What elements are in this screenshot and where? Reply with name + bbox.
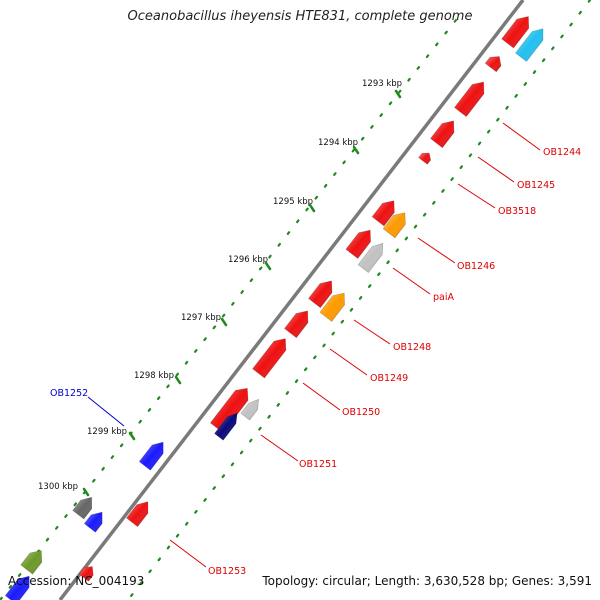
gene-leader-line bbox=[417, 237, 456, 264]
gene-arrow[interactable] bbox=[20, 550, 43, 575]
gene-leader-line bbox=[87, 396, 125, 427]
gene-arrow[interactable] bbox=[4, 575, 30, 600]
gene-label[interactable]: OB3518 bbox=[498, 206, 536, 217]
gene-leader-line bbox=[329, 348, 368, 376]
gene-arrow[interactable] bbox=[319, 292, 345, 322]
gene-leader-line bbox=[169, 539, 207, 568]
gene-arrow-shade bbox=[210, 388, 249, 433]
gene-arrow[interactable] bbox=[418, 152, 432, 165]
gene-arrow[interactable] bbox=[454, 81, 485, 118]
gene-label[interactable]: OB1245 bbox=[517, 180, 555, 191]
accession-text: Accession: NC_004193 bbox=[8, 574, 145, 588]
gene-arrow[interactable] bbox=[484, 56, 502, 73]
gene-arrow[interactable] bbox=[284, 310, 309, 339]
gene-arrow-shade bbox=[126, 501, 148, 527]
gene-label[interactable]: OB1248 bbox=[393, 342, 431, 353]
gene-label[interactable]: OB1246 bbox=[457, 261, 495, 272]
gene-arrow-shade bbox=[139, 442, 164, 471]
gene-arrow-shade bbox=[454, 82, 484, 117]
gene-arrow[interactable] bbox=[83, 511, 103, 533]
genome-summary-text: Topology: circular; Length: 3,630,528 bp… bbox=[262, 574, 592, 588]
gene-arrow-shade bbox=[214, 413, 238, 441]
gene-arrow-shade bbox=[515, 28, 543, 62]
kbp-label: 1295 kbp bbox=[273, 197, 313, 207]
genome-backbone bbox=[58, 0, 525, 600]
kbp-label: 1293 kbp bbox=[362, 79, 402, 89]
gene-label[interactable]: OB1252 bbox=[50, 388, 88, 399]
gene-arrow-shade bbox=[5, 576, 30, 600]
gene-leader-line bbox=[477, 156, 515, 183]
gene-arrow-shade bbox=[252, 338, 286, 378]
gene-arrow[interactable] bbox=[78, 566, 94, 582]
gene-label[interactable]: OB1253 bbox=[208, 566, 246, 577]
kbp-label: 1296 kbp bbox=[228, 255, 268, 265]
kbp-label: 1300 kbp bbox=[38, 482, 78, 492]
gene-leader-line bbox=[353, 319, 391, 345]
gene-arrow-shade bbox=[79, 566, 94, 582]
map-title: Oceanobacillus iheyensis HTE831, complet… bbox=[127, 9, 473, 24]
gene-arrow-shade bbox=[501, 16, 529, 48]
gene-arrow[interactable] bbox=[501, 16, 530, 49]
kbp-label: 1299 kbp bbox=[87, 427, 127, 437]
gene-arrow[interactable] bbox=[308, 280, 333, 309]
gene-leader-line bbox=[457, 183, 496, 209]
gene-leader-line bbox=[260, 434, 299, 462]
gene-arrow-shade bbox=[284, 310, 308, 338]
gene-arrow[interactable] bbox=[126, 501, 149, 528]
gene-leader-line bbox=[502, 122, 541, 151]
outer-tick-track bbox=[0, 18, 458, 600]
gene-label[interactable]: OB1244 bbox=[543, 147, 581, 158]
gene-arrow-shade bbox=[485, 56, 501, 72]
gene-arrow-shade bbox=[319, 293, 345, 322]
kbp-label: 1297 kbp bbox=[181, 313, 221, 323]
gene-arrow[interactable] bbox=[515, 28, 544, 62]
gene-arrow-shade bbox=[72, 497, 92, 519]
gene-arrow-shade bbox=[358, 243, 383, 273]
kbp-tick bbox=[128, 431, 136, 441]
gene-leader-line bbox=[392, 267, 431, 295]
kbp-tick bbox=[308, 203, 316, 213]
kbp-tick bbox=[174, 375, 182, 385]
kbp-tick bbox=[82, 487, 90, 497]
gene-arrow-shade bbox=[372, 200, 395, 226]
gene-arrow-shade bbox=[418, 153, 431, 165]
gene-arrow[interactable] bbox=[357, 242, 384, 274]
gene-label[interactable]: OB1251 bbox=[299, 459, 337, 470]
gene-arrow[interactable] bbox=[214, 412, 238, 441]
gene-label[interactable]: OB1250 bbox=[342, 407, 380, 418]
gene-arrow-shade bbox=[240, 399, 259, 421]
gene-arrow-shade bbox=[84, 512, 103, 533]
gene-arrow-shade bbox=[308, 280, 332, 308]
gene-arrow[interactable] bbox=[371, 200, 395, 227]
kbp-tick bbox=[220, 317, 228, 327]
gene-arrow[interactable] bbox=[138, 441, 164, 471]
inner-tick-track bbox=[126, 0, 592, 600]
gene-arrow[interactable] bbox=[72, 496, 93, 520]
gene-label[interactable]: OB1249 bbox=[370, 373, 408, 384]
gene-arrow-shade bbox=[430, 120, 454, 148]
gene-label[interactable]: paiA bbox=[433, 292, 454, 303]
kbp-label: 1298 kbp bbox=[134, 371, 174, 381]
kbp-tick bbox=[264, 261, 272, 271]
gene-arrow[interactable] bbox=[382, 212, 406, 239]
gene-arrow[interactable] bbox=[240, 398, 260, 421]
gene-arrow[interactable] bbox=[430, 120, 455, 149]
kbp-label: 1294 kbp bbox=[318, 138, 358, 148]
kbp-tick bbox=[352, 145, 360, 155]
gene-arrow-shade bbox=[345, 230, 371, 259]
gene-arrow[interactable] bbox=[345, 229, 371, 259]
gene-arrow-shade bbox=[383, 212, 406, 238]
gene-arrow[interactable] bbox=[252, 338, 287, 379]
kbp-tick bbox=[394, 89, 402, 99]
gene-arrow-shade bbox=[20, 550, 42, 575]
gene-leader-line bbox=[302, 382, 341, 411]
